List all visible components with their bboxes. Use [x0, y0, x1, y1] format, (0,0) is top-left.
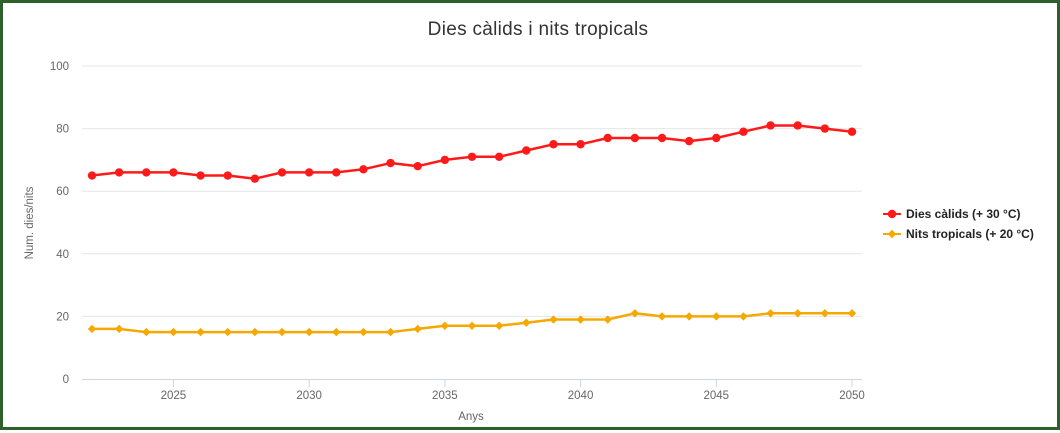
x-tick-label: 2045	[703, 390, 729, 402]
legend-item[interactable]: Nits tropicals (+ 20 °C)	[883, 227, 1034, 241]
legend-label: Dies càlids (+ 30 °C)	[906, 207, 1021, 221]
data-point[interactable]	[576, 140, 585, 149]
data-point[interactable]	[440, 321, 450, 330]
y-tick-label: 60	[56, 186, 69, 198]
legend-marker	[887, 209, 897, 219]
data-point[interactable]	[114, 168, 124, 177]
y-tick-label: 100	[50, 61, 69, 73]
series-1	[87, 121, 857, 183]
y-tick-label: 0	[63, 374, 69, 386]
legend-item[interactable]: Dies càlids (+ 30 °C)	[883, 207, 1021, 221]
data-point[interactable]	[522, 146, 531, 155]
x-tick-label: 2050	[839, 390, 865, 402]
data-point[interactable]	[494, 321, 504, 330]
data-point[interactable]	[847, 309, 857, 318]
data-point[interactable]	[549, 315, 558, 324]
data-point[interactable]	[87, 171, 97, 180]
legend-marker	[887, 229, 897, 239]
data-point[interactable]	[142, 327, 151, 337]
data-point[interactable]	[712, 133, 721, 143]
data-point[interactable]	[467, 152, 477, 161]
data-point[interactable]	[739, 127, 748, 136]
series-2	[87, 309, 857, 337]
data-point[interactable]	[386, 158, 395, 168]
series-group	[87, 121, 857, 337]
data-point[interactable]	[413, 161, 422, 171]
data-point[interactable]	[793, 121, 802, 130]
y-axis-label: Num. dies/nits	[24, 186, 36, 259]
data-point[interactable]	[603, 315, 612, 324]
data-point[interactable]	[114, 324, 124, 334]
data-point[interactable]	[359, 327, 368, 337]
data-point[interactable]	[440, 155, 450, 165]
data-point[interactable]	[196, 171, 205, 180]
data-point[interactable]	[793, 309, 802, 318]
data-point[interactable]	[576, 315, 585, 324]
data-point[interactable]	[657, 312, 667, 321]
data-point[interactable]	[359, 165, 368, 174]
data-point[interactable]	[847, 127, 857, 136]
chart-title: Dies càlids i nits tropicals	[428, 19, 649, 40]
y-tick-label: 80	[56, 124, 69, 136]
y-axis-ticks: 0 20 40 60 80 100	[50, 61, 69, 386]
x-tick-label: 2035	[432, 390, 458, 402]
data-point[interactable]	[277, 327, 287, 337]
data-point[interactable]	[223, 327, 232, 337]
data-point[interactable]	[549, 140, 558, 149]
data-point[interactable]	[630, 309, 640, 318]
data-point[interactable]	[684, 312, 694, 321]
legend: Dies càlids (+ 30 °C) Nits tropicals (+ 2…	[883, 207, 1034, 241]
data-point[interactable]	[739, 312, 748, 321]
grid-lines	[82, 65, 862, 317]
x-tick-label: 2040	[568, 390, 594, 402]
x-axis: 2025 2030 2035 2040 2045 2050	[82, 379, 865, 402]
line-chart: Dies càlids i nits tropicals 02040608010…	[24, 19, 1034, 423]
data-point[interactable]	[522, 318, 531, 327]
data-point[interactable]	[657, 133, 667, 143]
data-point[interactable]	[684, 136, 694, 146]
data-point[interactable]	[467, 321, 477, 330]
data-point[interactable]	[603, 133, 612, 143]
data-point[interactable]	[820, 309, 830, 318]
y-tick-label: 40	[56, 249, 69, 261]
data-point[interactable]	[712, 312, 721, 321]
data-point[interactable]	[413, 324, 422, 334]
y-tick-label: 20	[56, 311, 69, 323]
data-point[interactable]	[223, 171, 232, 180]
data-point[interactable]	[169, 168, 178, 177]
x-tick-label: 2025	[161, 390, 187, 402]
data-point[interactable]	[332, 168, 341, 177]
x-tick-label: 2030	[296, 390, 322, 402]
data-point[interactable]	[494, 152, 504, 161]
data-point[interactable]	[304, 327, 314, 337]
series-line	[91, 124, 853, 180]
data-point[interactable]	[766, 121, 775, 130]
data-point[interactable]	[87, 324, 97, 334]
legend-label: Nits tropicals (+ 20 °C)	[906, 227, 1034, 241]
data-point[interactable]	[386, 327, 395, 337]
data-point[interactable]	[250, 327, 260, 337]
data-point[interactable]	[332, 327, 341, 337]
data-point[interactable]	[630, 133, 640, 143]
data-point[interactable]	[277, 168, 287, 177]
data-point[interactable]	[169, 327, 178, 337]
data-point[interactable]	[766, 309, 775, 318]
data-point[interactable]	[304, 168, 314, 177]
data-point[interactable]	[820, 124, 830, 133]
data-point[interactable]	[142, 168, 151, 177]
x-axis-label: Anys	[458, 411, 484, 423]
data-point[interactable]	[196, 327, 205, 337]
data-point[interactable]	[250, 174, 260, 183]
